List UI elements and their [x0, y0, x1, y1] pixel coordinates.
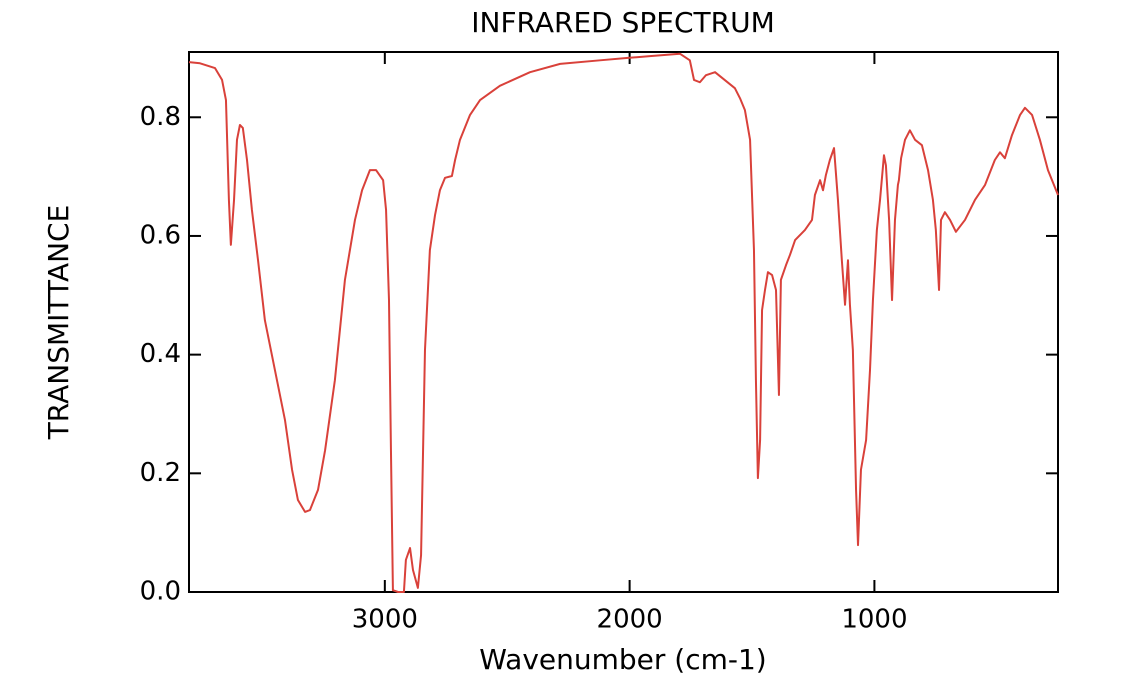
y-tick-label: 0.0 — [140, 577, 181, 607]
x-tick-label: 3000 — [352, 605, 418, 635]
chart-title: INFRARED SPECTRUM — [471, 6, 775, 39]
x-tick-label: 2000 — [597, 605, 663, 635]
y-axis-label: TRANSMITTANCE — [42, 205, 75, 441]
plot-frame — [188, 51, 1059, 593]
y-tick-label: 0.6 — [140, 220, 181, 250]
x-tick-label: 1000 — [841, 605, 907, 635]
y-tick-label: 0.4 — [140, 339, 181, 369]
spectrum-line — [188, 52, 1059, 593]
y-tick-label: 0.2 — [140, 458, 181, 488]
x-axis-label: Wavenumber (cm-1) — [479, 643, 766, 676]
y-tick-label: 0.8 — [140, 102, 181, 132]
